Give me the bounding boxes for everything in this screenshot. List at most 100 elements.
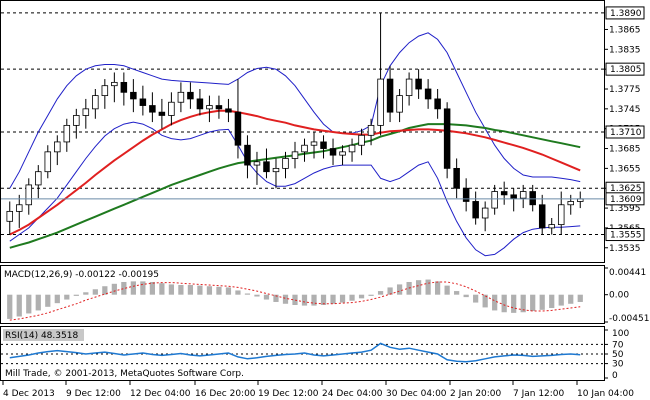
price-level-label: 1.3890 bbox=[610, 9, 642, 19]
candle-body bbox=[424, 88, 432, 100]
time-axis-label: 16 Dec 20:00 bbox=[195, 389, 256, 399]
candle-body bbox=[434, 98, 441, 110]
macd-label: MACD(12,26,9) -0.00122 -0.00195 bbox=[4, 270, 159, 280]
macd-histogram-bar bbox=[311, 294, 317, 306]
rsi-axis-label: 70 bbox=[612, 340, 624, 350]
candle-body bbox=[225, 108, 232, 113]
macd-histogram-bar bbox=[254, 294, 260, 297]
candle-body bbox=[386, 78, 394, 113]
candle-body bbox=[415, 78, 422, 90]
copyright-text: Mill Trade, © 2001-2013, MetaQuotes Soft… bbox=[5, 369, 244, 379]
candle-body bbox=[396, 95, 403, 113]
macd-histogram-bar bbox=[320, 294, 327, 305]
candle-body bbox=[310, 141, 318, 146]
candle-body bbox=[73, 115, 80, 126]
price-level-label-box bbox=[605, 125, 645, 139]
candle-body bbox=[92, 95, 99, 110]
macd-histogram-bar bbox=[178, 285, 184, 295]
price-axis-label: 1.3835 bbox=[609, 45, 641, 55]
price-level-label: 1.3805 bbox=[610, 65, 642, 75]
candle-body bbox=[272, 167, 280, 173]
rsi-label: RSI(14) 48.3518 bbox=[5, 331, 78, 341]
price-level-label-box bbox=[605, 6, 645, 20]
macd-histogram-bar bbox=[16, 294, 22, 317]
macd-histogram-bar bbox=[216, 286, 222, 295]
macd-histogram-bar bbox=[501, 294, 507, 313]
macd-histogram-bar bbox=[444, 285, 450, 295]
macd-histogram-bar bbox=[549, 294, 555, 309]
bollinger-lower-line bbox=[9, 121, 581, 257]
macd-histogram-bar bbox=[473, 294, 479, 303]
candle-body bbox=[348, 144, 356, 153]
candle-body bbox=[6, 210, 14, 222]
candle-body bbox=[187, 91, 194, 100]
rsi-axis-label: 50 bbox=[612, 350, 624, 360]
macd-histogram-bar bbox=[530, 294, 536, 312]
time-axis-label: 7 Jan 12:00 bbox=[513, 389, 565, 399]
macd-histogram-bar bbox=[159, 283, 165, 295]
price-level-label: 1.3625 bbox=[610, 184, 642, 194]
macd-histogram-bar bbox=[35, 294, 41, 311]
candle-body bbox=[358, 134, 365, 146]
macd-histogram-bar bbox=[102, 286, 108, 295]
macd-histogram-bar bbox=[225, 287, 232, 295]
candle-body bbox=[462, 187, 470, 202]
price-axis-label: 1.3655 bbox=[609, 164, 641, 174]
candle-body bbox=[538, 204, 546, 229]
macd-histogram-bar bbox=[282, 294, 289, 304]
macd-histogram-bar bbox=[26, 294, 32, 314]
candle-body bbox=[35, 171, 42, 186]
candle-body bbox=[139, 98, 147, 106]
candle-body bbox=[149, 105, 156, 113]
time-axis-label: 4 Dec 2013 bbox=[3, 389, 55, 399]
macd-histogram-bar bbox=[64, 294, 70, 300]
current-price-label: 1.3609 bbox=[610, 195, 642, 205]
candle-body bbox=[291, 151, 299, 159]
candle-body bbox=[453, 167, 460, 189]
macd-histogram-bar bbox=[140, 281, 146, 295]
price-level-lines bbox=[1, 12, 604, 236]
macd-histogram-bar bbox=[396, 284, 403, 295]
candle-body bbox=[491, 191, 498, 209]
macd-histogram-bar bbox=[73, 294, 79, 296]
time-axis-label: 24 Dec 04:00 bbox=[322, 389, 383, 399]
macd-histogram-bar bbox=[235, 290, 241, 295]
candle-body bbox=[215, 105, 223, 110]
macd-histogram-bar bbox=[206, 286, 213, 295]
price-axis-label: 1.3745 bbox=[609, 105, 641, 115]
candle-body bbox=[367, 124, 375, 136]
macd-histogram-bar bbox=[349, 294, 355, 301]
candle-body bbox=[329, 148, 337, 156]
price-level-label-box bbox=[605, 228, 645, 242]
candle-body bbox=[120, 81, 128, 93]
candle-body bbox=[54, 141, 61, 153]
macd-histogram-bar bbox=[558, 294, 564, 306]
rsi-line bbox=[9, 342, 581, 363]
macd-histogram-bar bbox=[273, 294, 279, 302]
time-axis-label: 19 Dec 12:00 bbox=[258, 389, 319, 399]
macd-histogram-bar bbox=[377, 291, 384, 295]
price-axis-label: 1.3595 bbox=[609, 204, 641, 214]
macd-histogram-bar bbox=[54, 294, 60, 304]
macd-histogram-bar bbox=[511, 294, 517, 313]
candle-body bbox=[472, 201, 479, 219]
candle-body bbox=[557, 204, 565, 226]
candle-body bbox=[301, 144, 308, 153]
macd-histogram-bar bbox=[197, 285, 203, 295]
price-axis-label: 1.3775 bbox=[609, 85, 641, 95]
candle-body bbox=[443, 108, 451, 169]
candle-body bbox=[101, 85, 109, 97]
macd-histogram-bar bbox=[187, 285, 194, 295]
macd-histogram-bar bbox=[454, 291, 460, 295]
time-axis: 4 Dec 2013 9 Dec 12:00 12 Dec 04:00 16 Dec … bbox=[2, 381, 634, 399]
candle-body bbox=[244, 144, 251, 166]
rsi-panel bbox=[1, 342, 604, 365]
candle-body bbox=[263, 161, 270, 173]
macd-axis-label: -0.00451 bbox=[609, 314, 649, 324]
candle-body bbox=[282, 158, 289, 169]
macd-histogram-bar bbox=[111, 283, 117, 295]
candle-body bbox=[177, 91, 185, 103]
time-axis-label: 10 Jan 04:00 bbox=[577, 389, 634, 399]
